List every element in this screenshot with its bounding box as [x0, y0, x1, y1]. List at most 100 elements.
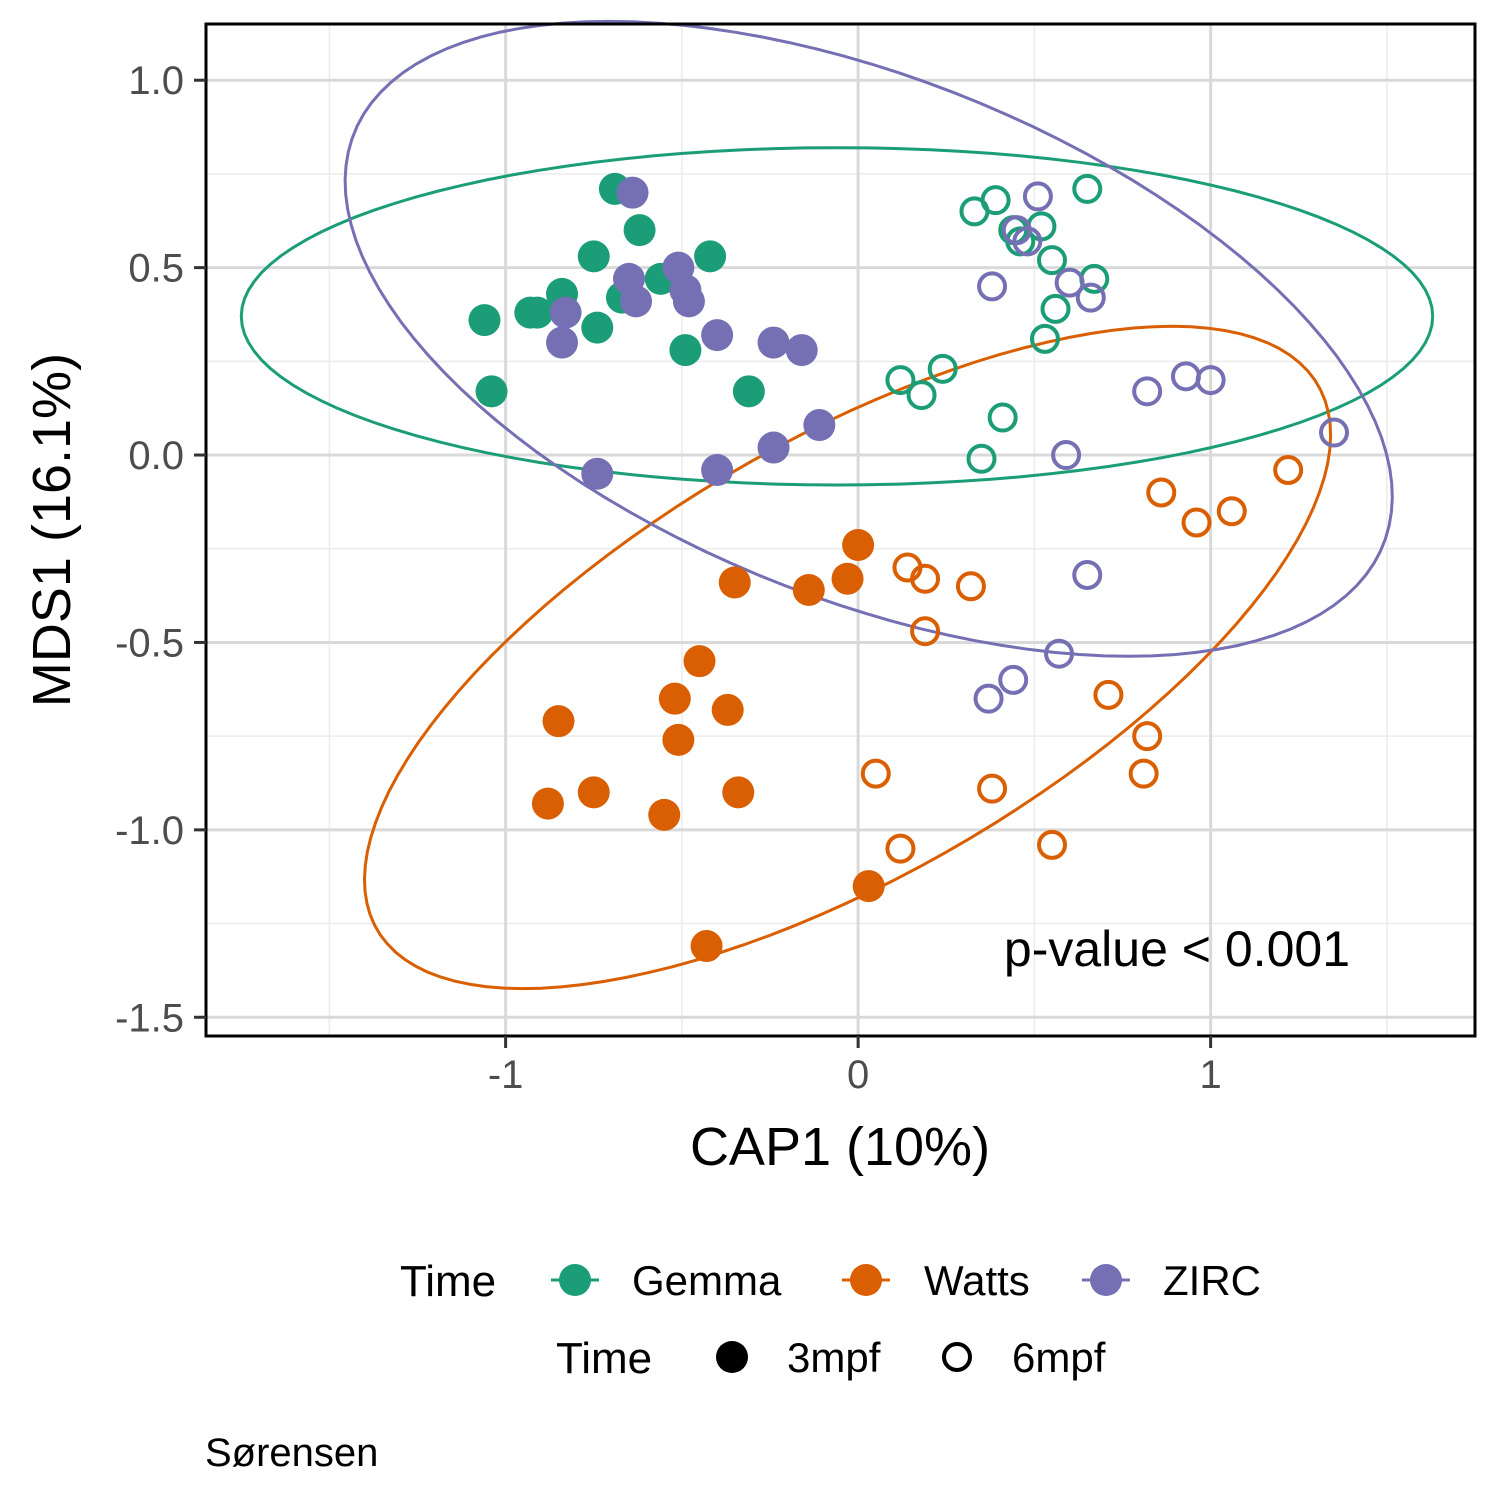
point-watts-6mpf — [1146, 477, 1177, 508]
color-legend-title: Time — [400, 1257, 496, 1306]
point-watts-6mpf — [885, 833, 916, 864]
data-points — [468, 172, 1349, 963]
legend-key-point-gemma — [559, 1264, 591, 1296]
y-axis-title: MDS1 (16.1%) — [22, 353, 82, 707]
x-tick-label: 1 — [1200, 1053, 1222, 1097]
point-gemma-6mpf — [1037, 245, 1067, 276]
point-watts-3mpf — [711, 693, 744, 726]
x-tick-label: -1 — [488, 1053, 524, 1097]
point-watts-3mpf — [577, 776, 610, 809]
point-zirc-6mpf — [977, 271, 1008, 302]
point-watts-6mpf — [910, 616, 941, 647]
point-gemma-6mpf — [966, 443, 997, 474]
point-watts-6mpf — [910, 563, 941, 594]
point-zirc-6mpf — [1051, 440, 1082, 471]
point-watts-3mpf — [662, 723, 695, 756]
point-zirc-6mpf — [1195, 365, 1226, 396]
point-watts-6mpf — [977, 773, 1008, 804]
caption: Sørensen — [205, 1431, 378, 1475]
point-gemma-3mpf — [577, 240, 610, 273]
legend-label-3mpf: 3mpf — [787, 1334, 881, 1381]
point-zirc-3mpf — [616, 176, 649, 209]
point-gemma-6mpf — [959, 196, 990, 227]
point-watts-6mpf — [1093, 679, 1124, 710]
x-tick-label: 0 — [847, 1053, 869, 1097]
y-tick-label: 0.0 — [128, 434, 184, 478]
point-watts-6mpf — [1037, 829, 1067, 860]
point-zirc-6mpf — [1022, 181, 1053, 212]
point-watts-3mpf — [658, 682, 691, 715]
point-gemma-6mpf — [987, 402, 1018, 433]
ellipse-zirc — [343, 19, 1394, 658]
axis-ticks: -1 0 1 1.0 0.5 0.0 -0.5 -1.0 -1.5 — [115, 59, 1222, 1097]
point-zirc-3mpf — [803, 409, 836, 442]
point-zirc-3mpf — [757, 326, 790, 359]
point-gemma-6mpf — [927, 353, 958, 384]
point-zirc-6mpf — [1044, 638, 1075, 669]
p-value-annotation: p-value < 0.001 — [1004, 921, 1350, 977]
point-watts-3mpf — [542, 705, 575, 738]
legend-key-open-circle — [942, 1342, 972, 1372]
point-gemma-3mpf — [475, 375, 508, 408]
point-zirc-6mpf — [1054, 267, 1085, 298]
confidence-ellipses — [239, 19, 1435, 991]
point-gemma-6mpf — [1040, 293, 1071, 324]
x-axis-title: CAP1 (10%) — [690, 1117, 990, 1177]
ellipse-gemma — [239, 146, 1435, 487]
point-zirc-6mpf — [998, 664, 1029, 695]
point-watts-6mpf — [860, 758, 891, 789]
point-gemma-3mpf — [732, 375, 765, 408]
point-watts-3mpf — [683, 645, 716, 678]
point-watts-3mpf — [722, 776, 755, 809]
grid — [206, 24, 1475, 1036]
point-gemma-3mpf — [581, 311, 614, 344]
point-zirc-3mpf — [620, 285, 653, 318]
point-gemma-6mpf — [1029, 323, 1060, 354]
point-zirc-3mpf — [757, 431, 790, 464]
point-gemma-3mpf — [669, 334, 702, 367]
point-watts-6mpf — [955, 571, 986, 602]
shape-legend-title: Time — [556, 1334, 652, 1383]
point-watts-3mpf — [852, 870, 885, 903]
point-zirc-6mpf — [1075, 282, 1106, 313]
point-watts-6mpf — [1216, 496, 1247, 527]
color-legend: Time Gemma Watts ZIRC — [400, 1257, 1261, 1306]
plot-panel-border — [204, 22, 1477, 1038]
legend-label-6mpf: 6mpf — [1012, 1334, 1106, 1381]
y-tick-label: -1.5 — [115, 996, 184, 1040]
point-watts-6mpf — [1132, 721, 1163, 752]
point-watts-3mpf — [831, 562, 864, 595]
legend-label-gemma: Gemma — [632, 1257, 782, 1304]
point-zirc-6mpf — [1132, 376, 1163, 407]
y-tick-label: 0.5 — [128, 247, 184, 291]
point-gemma-3mpf — [521, 296, 554, 329]
point-zirc-3mpf — [581, 457, 614, 490]
legend-key-filled-circle — [716, 1341, 748, 1373]
point-gemma-3mpf — [623, 214, 656, 247]
point-zirc-6mpf — [973, 683, 1004, 714]
point-watts-3mpf — [718, 566, 751, 599]
y-tick-label: 1.0 — [128, 59, 184, 103]
point-watts-3mpf — [792, 573, 825, 606]
legend-key-point-watts — [850, 1264, 882, 1296]
point-zirc-3mpf — [672, 285, 705, 318]
point-watts-3mpf — [690, 930, 723, 963]
point-gemma-6mpf — [885, 365, 916, 396]
point-gemma-6mpf — [906, 380, 937, 411]
legend-label-watts: Watts — [924, 1257, 1030, 1304]
point-gemma-6mpf — [1072, 173, 1103, 204]
point-zirc-3mpf — [785, 334, 818, 367]
point-watts-3mpf — [842, 528, 875, 561]
point-zirc-3mpf — [546, 326, 579, 359]
point-zirc-6mpf — [1319, 417, 1349, 448]
point-zirc-6mpf — [1072, 559, 1103, 590]
point-watts-6mpf — [1273, 455, 1304, 486]
point-zirc-3mpf — [701, 454, 734, 487]
point-zirc-6mpf — [1012, 226, 1043, 257]
point-watts-6mpf — [1181, 507, 1212, 538]
point-zirc-3mpf — [701, 319, 734, 352]
shape-legend: Time 3mpf 6mpf — [556, 1334, 1106, 1383]
point-watts-6mpf — [1128, 758, 1159, 789]
y-tick-label: -0.5 — [115, 621, 184, 665]
